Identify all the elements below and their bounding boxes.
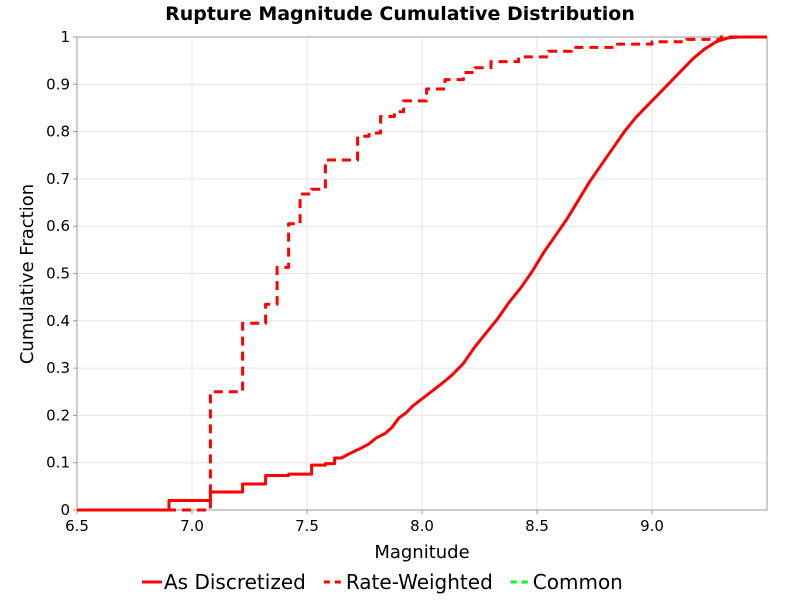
- x-axis-label: Magnitude: [374, 542, 469, 563]
- x-tick-label: 7.0: [180, 517, 204, 535]
- y-tick-label: 1: [60, 28, 70, 46]
- x-tick-label: 8.5: [525, 517, 549, 535]
- y-tick-label: 0.1: [46, 454, 70, 472]
- y-tick-label: 0.9: [46, 75, 70, 93]
- y-tick-label: 0.7: [46, 170, 70, 188]
- chart-title: Rupture Magnitude Cumulative Distributio…: [165, 3, 635, 25]
- x-tick-label: 7.5: [295, 517, 319, 535]
- series-layer: [77, 35, 767, 512]
- y-axis-ticks: 0 0.1 0.2 0.3 0.4 0.5 0.6 0.7 0.8 0.9 1: [46, 28, 77, 519]
- legend-label: As Discretized: [164, 570, 306, 594]
- x-axis-ticks: 6.5 7.0 7.5 8.0 8.5 9.0: [65, 510, 664, 535]
- x-tick-label: 9.0: [640, 517, 664, 535]
- y-tick-label: 0.2: [46, 406, 70, 424]
- legend-label: Common: [533, 570, 623, 594]
- y-tick-label: 0.5: [46, 265, 70, 283]
- y-tick-label: 0: [60, 501, 70, 519]
- y-tick-label: 0.6: [46, 217, 70, 235]
- y-axis-label: Cumulative Fraction: [17, 184, 38, 364]
- x-tick-label: 6.5: [65, 517, 89, 535]
- x-tick-label: 8.0: [410, 517, 434, 535]
- grid-lines: [76, 36, 767, 511]
- y-tick-label: 0.4: [46, 312, 70, 330]
- y-tick-label: 0.8: [46, 123, 70, 141]
- legend: As Discretized Rate-Weighted Common: [142, 570, 623, 594]
- series-line-as-discretized: [77, 35, 767, 512]
- y-tick-label: 0.3: [46, 359, 70, 377]
- legend-label: Rate-Weighted: [346, 570, 493, 594]
- series-line-rate-weighted: [77, 35, 767, 512]
